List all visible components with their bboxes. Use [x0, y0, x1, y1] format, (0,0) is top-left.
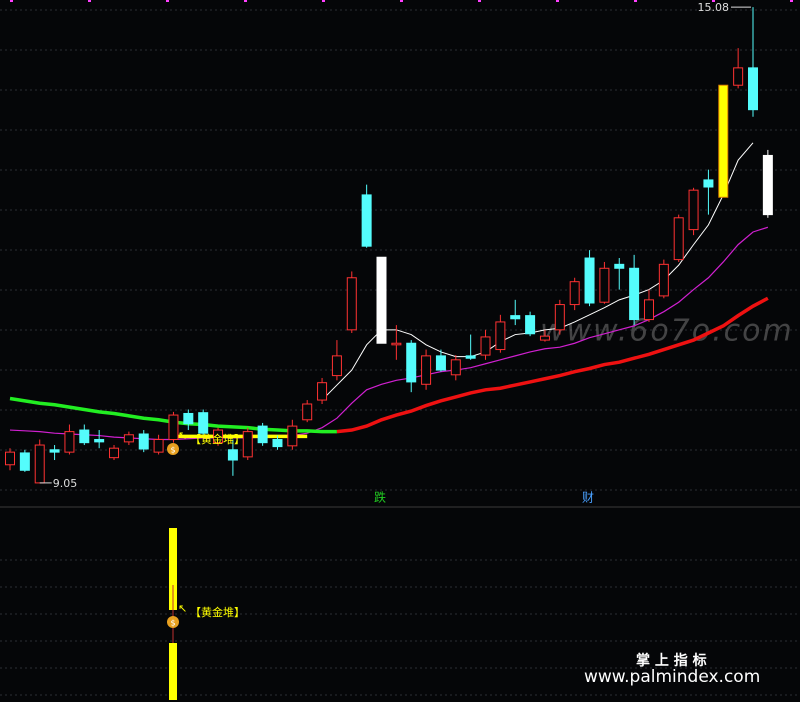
candle-body [643, 299, 654, 321]
arrow: ↖ [178, 429, 187, 442]
candle-body [49, 449, 60, 453]
candle-body [435, 355, 446, 371]
candle-body [599, 267, 610, 303]
candle-body [109, 447, 120, 459]
candle-body [569, 281, 580, 306]
candle-body [302, 403, 313, 421]
candle-body [525, 315, 536, 335]
signal-label: 财 [582, 491, 594, 505]
signal-bar [169, 643, 177, 700]
candle-body [510, 315, 521, 320]
candle-body [331, 355, 342, 377]
candle-body [227, 449, 238, 461]
money-icon-symbol: $ [170, 446, 175, 455]
candle-body [762, 154, 773, 216]
ma-line [336, 296, 769, 434]
candle-body [584, 257, 595, 304]
candle-body [317, 382, 328, 401]
watermark: www.6o7o.com [540, 314, 794, 349]
candle-body [406, 342, 417, 383]
candle-body [539, 335, 550, 341]
candle-body [658, 263, 669, 297]
annotation-label: 9.05 [53, 477, 78, 490]
candle-body [688, 189, 699, 231]
candle-body [34, 444, 45, 484]
candle-body [123, 434, 134, 443]
candle-body [465, 355, 476, 359]
candle-body [242, 431, 253, 458]
candle-body [213, 429, 224, 444]
lines [9, 142, 769, 441]
signal-bar [169, 528, 177, 610]
money-icon [167, 443, 179, 455]
candle-body [421, 355, 432, 385]
candle-body [391, 342, 402, 346]
candle-body [287, 425, 298, 447]
candle-body [5, 451, 15, 466]
money-icon [167, 616, 179, 628]
candle-body [257, 425, 268, 444]
candle-body [718, 84, 729, 198]
candle-body [153, 439, 164, 453]
ma-line [321, 142, 754, 401]
pattern-label: 【黄金堆】 [190, 432, 245, 446]
candle-body [733, 67, 744, 86]
arrow: ↖ [178, 602, 187, 615]
candle-body [346, 277, 357, 331]
candle-body [361, 194, 372, 247]
candle-body [94, 439, 105, 443]
ma-line [9, 226, 769, 441]
brand-url: www.palmindex.com [584, 667, 760, 687]
candle-body [450, 359, 461, 376]
signal-label: 跌 [374, 490, 386, 505]
money-icon-symbol: $ [170, 619, 175, 628]
candle-body [480, 336, 491, 356]
candle-body [748, 67, 758, 111]
indicator-label: 【黄金堆】 [190, 605, 245, 619]
candle-body [376, 256, 387, 344]
candle-body [168, 414, 179, 441]
candle-body [138, 433, 149, 450]
candle-body [183, 412, 194, 425]
candles [5, 7, 773, 484]
candle-body [614, 263, 625, 269]
annotation-label: 15.08 [698, 1, 730, 14]
candle-body [629, 267, 640, 321]
candle-body [64, 431, 75, 453]
brand: 掌 上 指 标 [636, 652, 707, 669]
candle-body [673, 217, 684, 261]
candle-body [79, 429, 90, 444]
candle-body [19, 452, 30, 471]
candle-body [495, 321, 506, 351]
annotations: 15.08 9.05 [39, 1, 751, 490]
candle-body [198, 412, 209, 434]
candle-body [554, 304, 565, 331]
candle-body [272, 439, 283, 448]
candle-body [703, 179, 714, 188]
